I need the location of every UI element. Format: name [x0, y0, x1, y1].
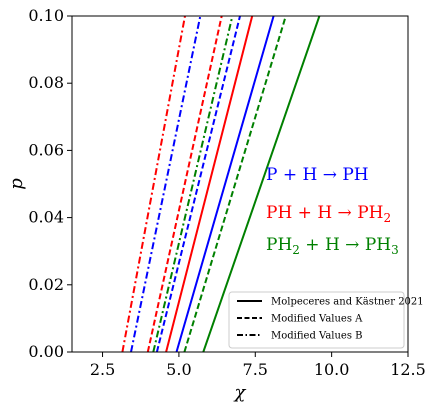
y-tick-label: 0.10: [28, 6, 64, 25]
annotation-reaction-ph: P + H → PH: [266, 165, 369, 185]
y-tick-label: 0.02: [28, 275, 64, 294]
plot-frame: [71, 15, 409, 353]
annotation-layer: P + H → PH PH + H → PH2 PH2 + H → PH3: [266, 165, 399, 257]
annotation-reaction-ph3: PH2 + H → PH3: [266, 235, 399, 257]
legend-box: [228, 291, 405, 349]
series-line-solid-1: [165, 16, 254, 352]
y-tick-label: 0.08: [28, 73, 64, 92]
legend-label: Modified Values A: [271, 314, 363, 325]
legend-label: Modified Values B: [271, 331, 363, 342]
x-tick-label: 10.0: [314, 360, 350, 379]
series-layer: [121, 16, 321, 352]
x-tick-label: 7.5: [243, 360, 268, 379]
y-axis-title: p: [6, 178, 27, 190]
y-tick-label: 0.00: [28, 342, 64, 361]
x-tick-label: 2.5: [90, 360, 115, 379]
legend-label: Molpeceres and Kästner 2021: [271, 297, 424, 308]
series-line-dashdot-7: [121, 16, 186, 352]
series-line-dashed-5: [183, 16, 287, 352]
x-tick-label: 12.5: [390, 360, 426, 379]
series-line-dashed-3: [155, 16, 241, 352]
y-tick-label: 0.06: [28, 140, 64, 159]
series-line-solid-0: [175, 16, 275, 352]
annotation-reaction-ph2: PH + H → PH2: [266, 203, 391, 225]
x-tick-label: 5.0: [166, 360, 191, 379]
series-line-dashdot-8: [152, 16, 234, 352]
series-line-dashdot-6: [130, 16, 202, 352]
series-line-dashed-4: [146, 16, 223, 352]
y-tick-label: 0.04: [28, 208, 64, 227]
series-line-solid-2: [202, 16, 321, 352]
x-axis-title: χ: [233, 382, 247, 403]
legend: Molpeceres and Kästner 2021 Modified Valu…: [228, 291, 424, 349]
tick-layer: 2.5 5.0 7.5 10.0 12.5 0.00 0.02 0.04 0.06 0.08 0.1…: [28, 6, 425, 379]
